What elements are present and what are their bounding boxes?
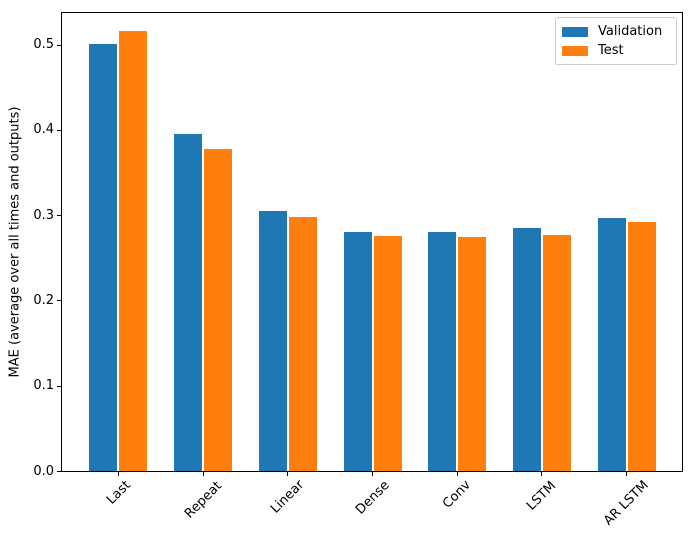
y-tick-label: 0.3: [33, 207, 54, 223]
x-tick-mark: [541, 472, 543, 476]
y-tick-label: 0.2: [33, 292, 54, 308]
bar-validation-linear: [258, 210, 287, 471]
x-tick-mark: [372, 472, 374, 476]
y-tick-label: 0.0: [33, 463, 54, 479]
bar-test-linear: [288, 216, 317, 471]
x-tick-mark: [456, 472, 458, 476]
legend-label-validation: Validation: [598, 24, 663, 39]
y-tick-mark: [57, 471, 61, 472]
bar-test-lstm: [542, 234, 571, 471]
x-tick-label-linear: Linear: [268, 477, 308, 517]
y-tick-label: 0.4: [33, 122, 54, 138]
x-tick-label-conv: Conv: [440, 478, 475, 512]
bar-test-last: [119, 30, 148, 471]
y-tick-label: 0.1: [33, 378, 54, 394]
legend-item-validation: Validation: [562, 23, 668, 40]
bar-validation-repeat: [174, 134, 203, 471]
x-tick-label-lstm: LSTM: [524, 478, 560, 514]
x-tick-label-last: Last: [103, 477, 134, 508]
bar-validation-last: [89, 43, 118, 471]
x-tick-mark: [202, 472, 204, 476]
legend-item-test: Test: [562, 42, 668, 59]
bar-validation-lstm: [512, 227, 541, 471]
y-tick-mark: [57, 385, 61, 387]
x-tick-label-dense: Dense: [352, 477, 393, 518]
y-tick-mark: [57, 215, 61, 217]
y-tick-mark: [57, 129, 61, 131]
plot-area: Validation Test: [61, 12, 683, 472]
bar-test-dense: [373, 235, 402, 471]
legend: Validation Test: [555, 17, 677, 65]
x-tick-label-repeat: Repeat: [181, 478, 225, 522]
bar-validation-dense: [343, 232, 372, 471]
y-tick-label: 0.5: [33, 37, 54, 53]
x-tick-mark: [287, 472, 289, 476]
bar-validation-conv: [428, 232, 457, 471]
bar-test-conv: [458, 237, 487, 471]
bar-test-repeat: [204, 149, 233, 471]
legend-swatch-validation: [562, 26, 588, 37]
y-tick-mark: [57, 44, 61, 46]
x-tick-mark: [117, 472, 119, 476]
bar-test-ar-lstm: [627, 221, 656, 471]
legend-swatch-test: [562, 45, 588, 56]
y-axis-label: MAE (average over all times and outputs): [7, 106, 23, 378]
bar-validation-ar-lstm: [597, 217, 626, 471]
x-tick-label-ar-lstm: AR LSTM: [601, 478, 652, 529]
y-tick-mark: [57, 300, 61, 302]
legend-label-test: Test: [598, 43, 624, 58]
x-tick-mark: [626, 472, 628, 476]
